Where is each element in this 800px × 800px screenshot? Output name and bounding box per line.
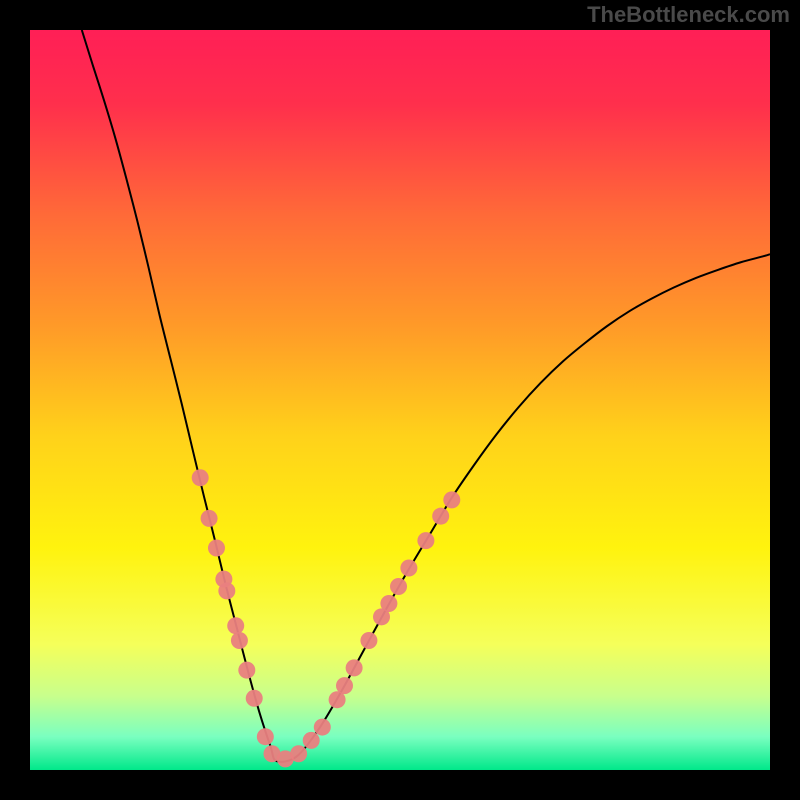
data-marker <box>400 559 417 576</box>
data-marker <box>231 632 248 649</box>
data-marker <box>314 719 331 736</box>
data-marker <box>417 532 434 549</box>
data-marker <box>246 690 263 707</box>
data-marker <box>336 677 353 694</box>
data-marker <box>390 578 407 595</box>
data-marker <box>303 732 320 749</box>
data-marker <box>208 540 225 557</box>
data-marker <box>227 617 244 634</box>
data-marker <box>360 632 377 649</box>
data-marker <box>380 595 397 612</box>
data-marker <box>443 491 460 508</box>
data-marker <box>257 728 274 745</box>
data-marker <box>218 582 235 599</box>
data-marker <box>192 469 209 486</box>
gradient-background <box>30 30 770 770</box>
data-marker <box>346 659 363 676</box>
data-marker <box>238 662 255 679</box>
bottleneck-curve-chart <box>30 30 770 770</box>
data-marker <box>201 510 218 527</box>
data-marker <box>432 508 449 525</box>
data-marker <box>290 745 307 762</box>
watermark-text: TheBottleneck.com <box>587 2 790 28</box>
chart-container: TheBottleneck.com <box>0 0 800 800</box>
plot-area <box>30 30 770 770</box>
